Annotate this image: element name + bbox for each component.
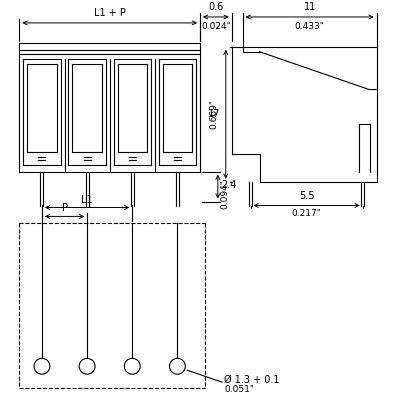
- Text: 0.433": 0.433": [295, 22, 325, 31]
- Text: 0.094": 0.094": [221, 179, 230, 208]
- Text: 0.669": 0.669": [209, 99, 218, 129]
- Text: 11: 11: [303, 2, 316, 12]
- Text: 17: 17: [209, 109, 221, 119]
- Text: 0.6: 0.6: [208, 2, 224, 12]
- Text: 0.051": 0.051": [224, 384, 254, 394]
- Text: L1: L1: [81, 194, 93, 204]
- Text: 0.217": 0.217": [292, 210, 322, 218]
- Text: 5.5: 5.5: [299, 190, 314, 200]
- Text: P: P: [62, 204, 68, 214]
- Text: 0.024": 0.024": [201, 22, 231, 31]
- Text: L1 + P: L1 + P: [94, 8, 126, 18]
- Text: Ø 1.3 + 0.1: Ø 1.3 + 0.1: [224, 375, 280, 385]
- Text: 2.4: 2.4: [221, 180, 236, 190]
